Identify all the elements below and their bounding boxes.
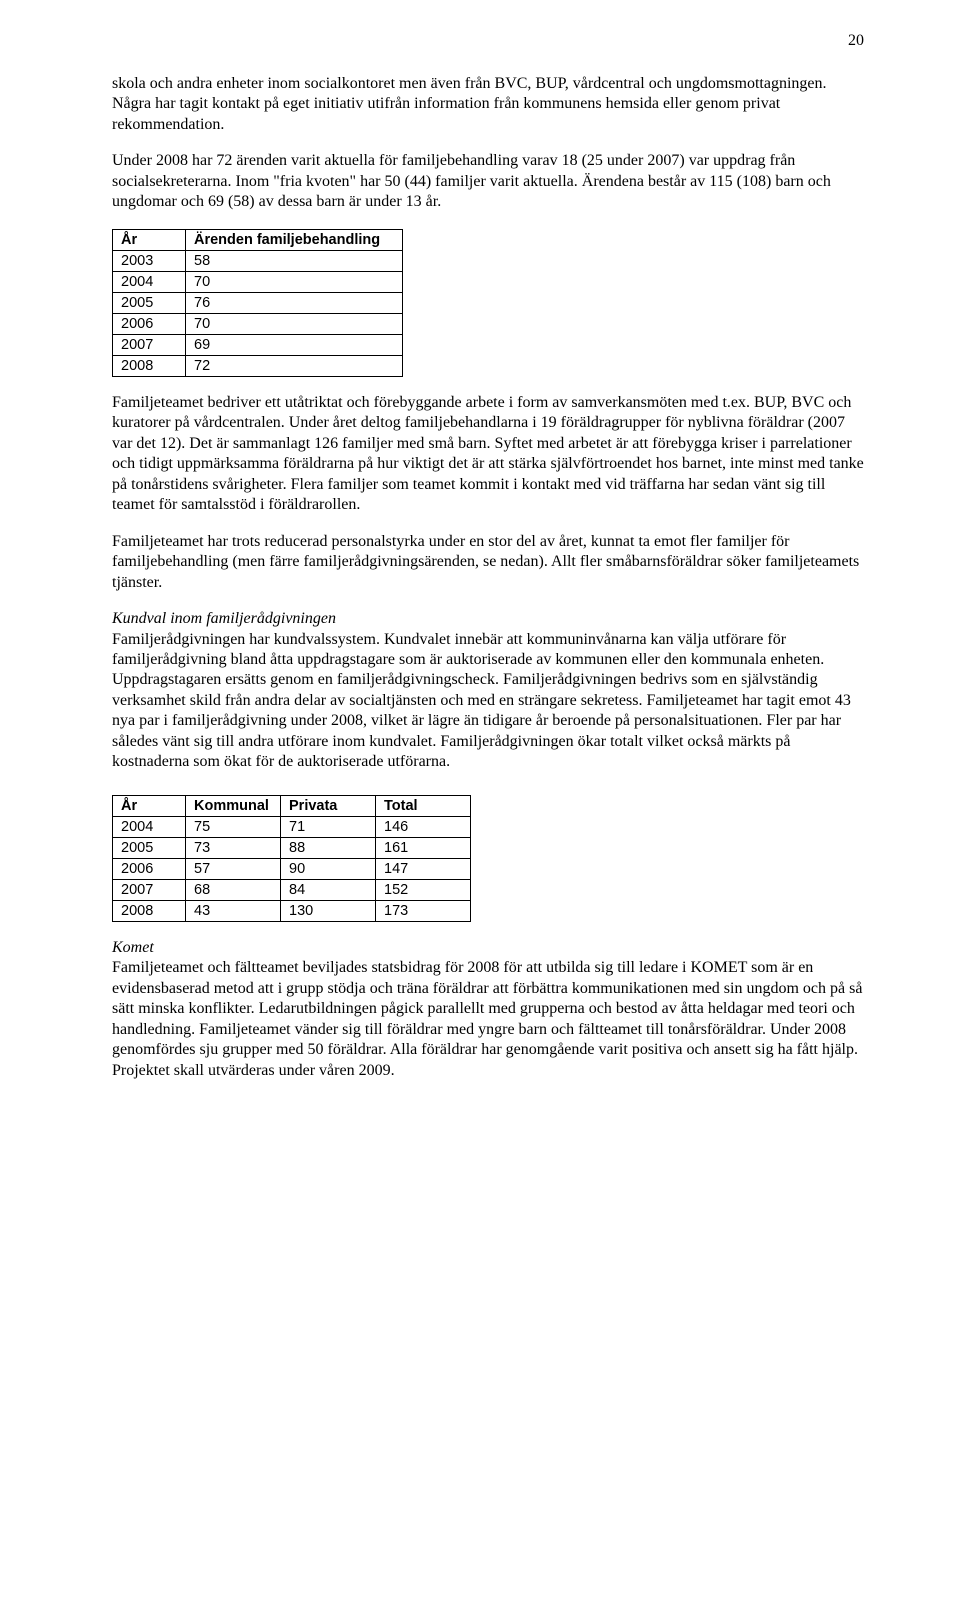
table-cell: 84 bbox=[281, 879, 376, 900]
table-cell: 130 bbox=[281, 900, 376, 921]
table-arenden-familjebehandling: År Ärenden familjebehandling 2003 58 200… bbox=[112, 229, 403, 377]
table-row: 2008 72 bbox=[113, 355, 403, 376]
table-header-cell: Ärenden familjebehandling bbox=[186, 229, 403, 250]
table-row: 2006 70 bbox=[113, 313, 403, 334]
paragraph-2: Under 2008 har 72 ärenden varit aktuella… bbox=[112, 151, 864, 212]
table-cell: 2004 bbox=[113, 816, 186, 837]
table-cell: 2006 bbox=[113, 858, 186, 879]
table-header-cell: Total bbox=[376, 795, 471, 816]
table-header-cell: Privata bbox=[281, 795, 376, 816]
table-cell: 2008 bbox=[113, 355, 186, 376]
table-cell: 71 bbox=[281, 816, 376, 837]
table-cell: 70 bbox=[186, 271, 403, 292]
paragraph-1: skola och andra enheter inom socialkonto… bbox=[112, 74, 864, 135]
section-container: Kundval inom familjerådgivningen Familje… bbox=[112, 609, 864, 773]
page-number: 20 bbox=[112, 32, 864, 50]
table-header-row: År Ärenden familjebehandling bbox=[113, 229, 403, 250]
table-cell: 72 bbox=[186, 355, 403, 376]
table-kundval: År Kommunal Privata Total 2004 75 71 146… bbox=[112, 795, 471, 922]
table-row: 2007 69 bbox=[113, 334, 403, 355]
table-cell: 70 bbox=[186, 313, 403, 334]
table-cell: 76 bbox=[186, 292, 403, 313]
table-cell: 2004 bbox=[113, 271, 186, 292]
table-header-cell: Kommunal bbox=[186, 795, 281, 816]
table-cell: 68 bbox=[186, 879, 281, 900]
table-cell: 57 bbox=[186, 858, 281, 879]
table-cell: 152 bbox=[376, 879, 471, 900]
table-cell: 90 bbox=[281, 858, 376, 879]
table-row: 2005 76 bbox=[113, 292, 403, 313]
table-cell: 2007 bbox=[113, 334, 186, 355]
table-header-cell: År bbox=[113, 795, 186, 816]
heading-komet: Komet bbox=[112, 939, 154, 956]
table-cell: 147 bbox=[376, 858, 471, 879]
paragraph-4: Familjeteamet har trots reducerad person… bbox=[112, 532, 864, 593]
table-cell: 173 bbox=[376, 900, 471, 921]
table-cell: 146 bbox=[376, 816, 471, 837]
table-cell: 2007 bbox=[113, 879, 186, 900]
table-row: 2003 58 bbox=[113, 250, 403, 271]
table-cell: 2006 bbox=[113, 313, 186, 334]
table-cell: 2008 bbox=[113, 900, 186, 921]
table-cell: 2005 bbox=[113, 837, 186, 858]
table-row: 2004 70 bbox=[113, 271, 403, 292]
heading-kundval: Kundval inom familjerådgivningen bbox=[112, 610, 336, 627]
table-cell: 161 bbox=[376, 837, 471, 858]
table-row: 2007 68 84 152 bbox=[113, 879, 471, 900]
table-cell: 75 bbox=[186, 816, 281, 837]
table-cell: 88 bbox=[281, 837, 376, 858]
table-row: 2005 73 88 161 bbox=[113, 837, 471, 858]
section-container: Komet Familjeteamet och fältteamet bevil… bbox=[112, 938, 864, 1081]
paragraph-6: Familjeteamet och fältteamet beviljades … bbox=[112, 959, 862, 1078]
table-cell: 2003 bbox=[113, 250, 186, 271]
document-page: 20 skola och andra enheter inom socialko… bbox=[0, 0, 960, 1129]
table-cell: 58 bbox=[186, 250, 403, 271]
paragraph-5: Familjerådgivningen har kundvalssystem. … bbox=[112, 631, 851, 771]
table-cell: 69 bbox=[186, 334, 403, 355]
table-cell: 43 bbox=[186, 900, 281, 921]
table-header-row: År Kommunal Privata Total bbox=[113, 795, 471, 816]
table-row: 2006 57 90 147 bbox=[113, 858, 471, 879]
table-header-cell: År bbox=[113, 229, 186, 250]
paragraph-3: Familjeteamet bedriver ett utåtriktat oc… bbox=[112, 393, 864, 516]
table-row: 2004 75 71 146 bbox=[113, 816, 471, 837]
table-cell: 73 bbox=[186, 837, 281, 858]
table-cell: 2005 bbox=[113, 292, 186, 313]
table-row: 2008 43 130 173 bbox=[113, 900, 471, 921]
